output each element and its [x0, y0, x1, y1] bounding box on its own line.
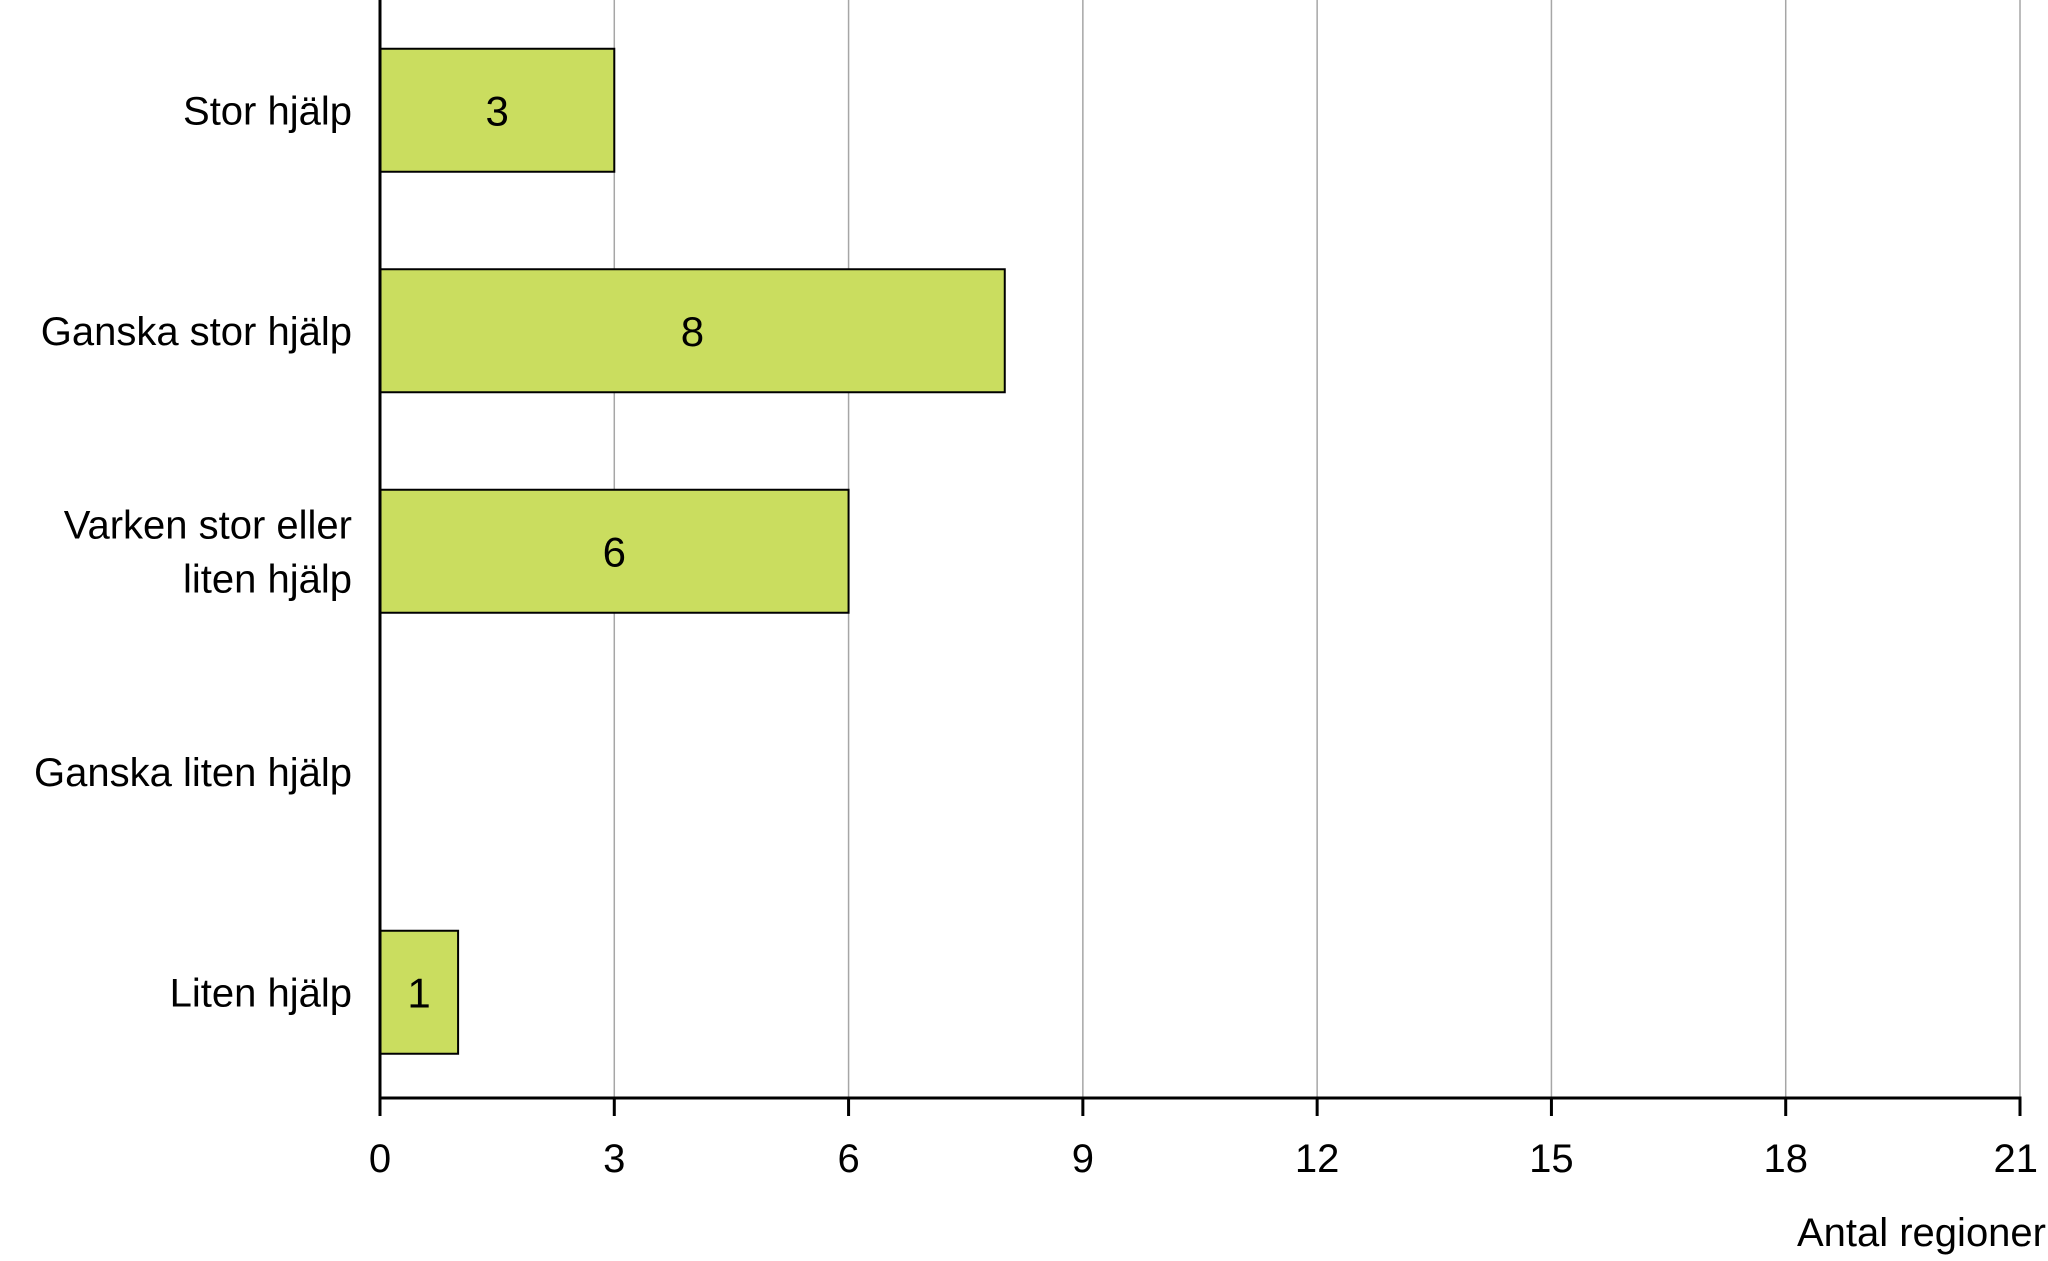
- bar-value-label-1: 8: [681, 308, 704, 355]
- category-label-line: Varken stor eller: [64, 503, 352, 547]
- category-label-3: Ganska liten hjälp: [34, 751, 352, 795]
- x-tick-label-3: 3: [603, 1137, 625, 1181]
- bar-value-label-4: 1: [407, 969, 430, 1016]
- category-label-2: Varken stor eller liten hjälp: [64, 503, 352, 601]
- category-label-line: Liten hjälp: [170, 971, 352, 1015]
- data-labels: 3 8 6 1: [407, 87, 704, 1016]
- x-tick-label-12: 12: [1295, 1137, 1340, 1181]
- bar-value-label-0: 3: [485, 87, 508, 134]
- x-tick-label-9: 9: [1072, 1137, 1094, 1181]
- gridlines: [613, 0, 2021, 1098]
- category-label-line: Stor hjälp: [183, 89, 352, 133]
- bars: [379, 47, 1006, 1055]
- x-ticks: 0 3 6 9 12 15 18 21: [369, 1098, 2038, 1181]
- x-tick-label-15: 15: [1529, 1137, 1574, 1181]
- x-tick-label-21: 21: [1994, 1137, 2039, 1181]
- category-label-1: Ganska stor hjälp: [41, 310, 352, 354]
- category-label-4: Liten hjälp: [170, 971, 352, 1015]
- x-axis-label: Antal regioner: [1797, 1211, 2046, 1255]
- category-label-line: Ganska liten hjälp: [34, 751, 352, 795]
- category-label-0: Stor hjälp: [183, 89, 352, 133]
- category-label-line: liten hjälp: [183, 557, 352, 601]
- bar-1: [379, 268, 1006, 394]
- x-tick-label-0: 0: [369, 1137, 391, 1181]
- axes: [378, 0, 2022, 1100]
- category-labels: Stor hjälp Ganska stor hjälp Varken stor e…: [34, 89, 352, 1015]
- x-tick-label-18: 18: [1763, 1137, 1808, 1181]
- bar-2: [379, 488, 850, 614]
- x-tick-label-6: 6: [837, 1137, 859, 1181]
- category-label-line: Ganska stor hjälp: [41, 310, 352, 354]
- bar-value-label-2: 6: [603, 528, 626, 575]
